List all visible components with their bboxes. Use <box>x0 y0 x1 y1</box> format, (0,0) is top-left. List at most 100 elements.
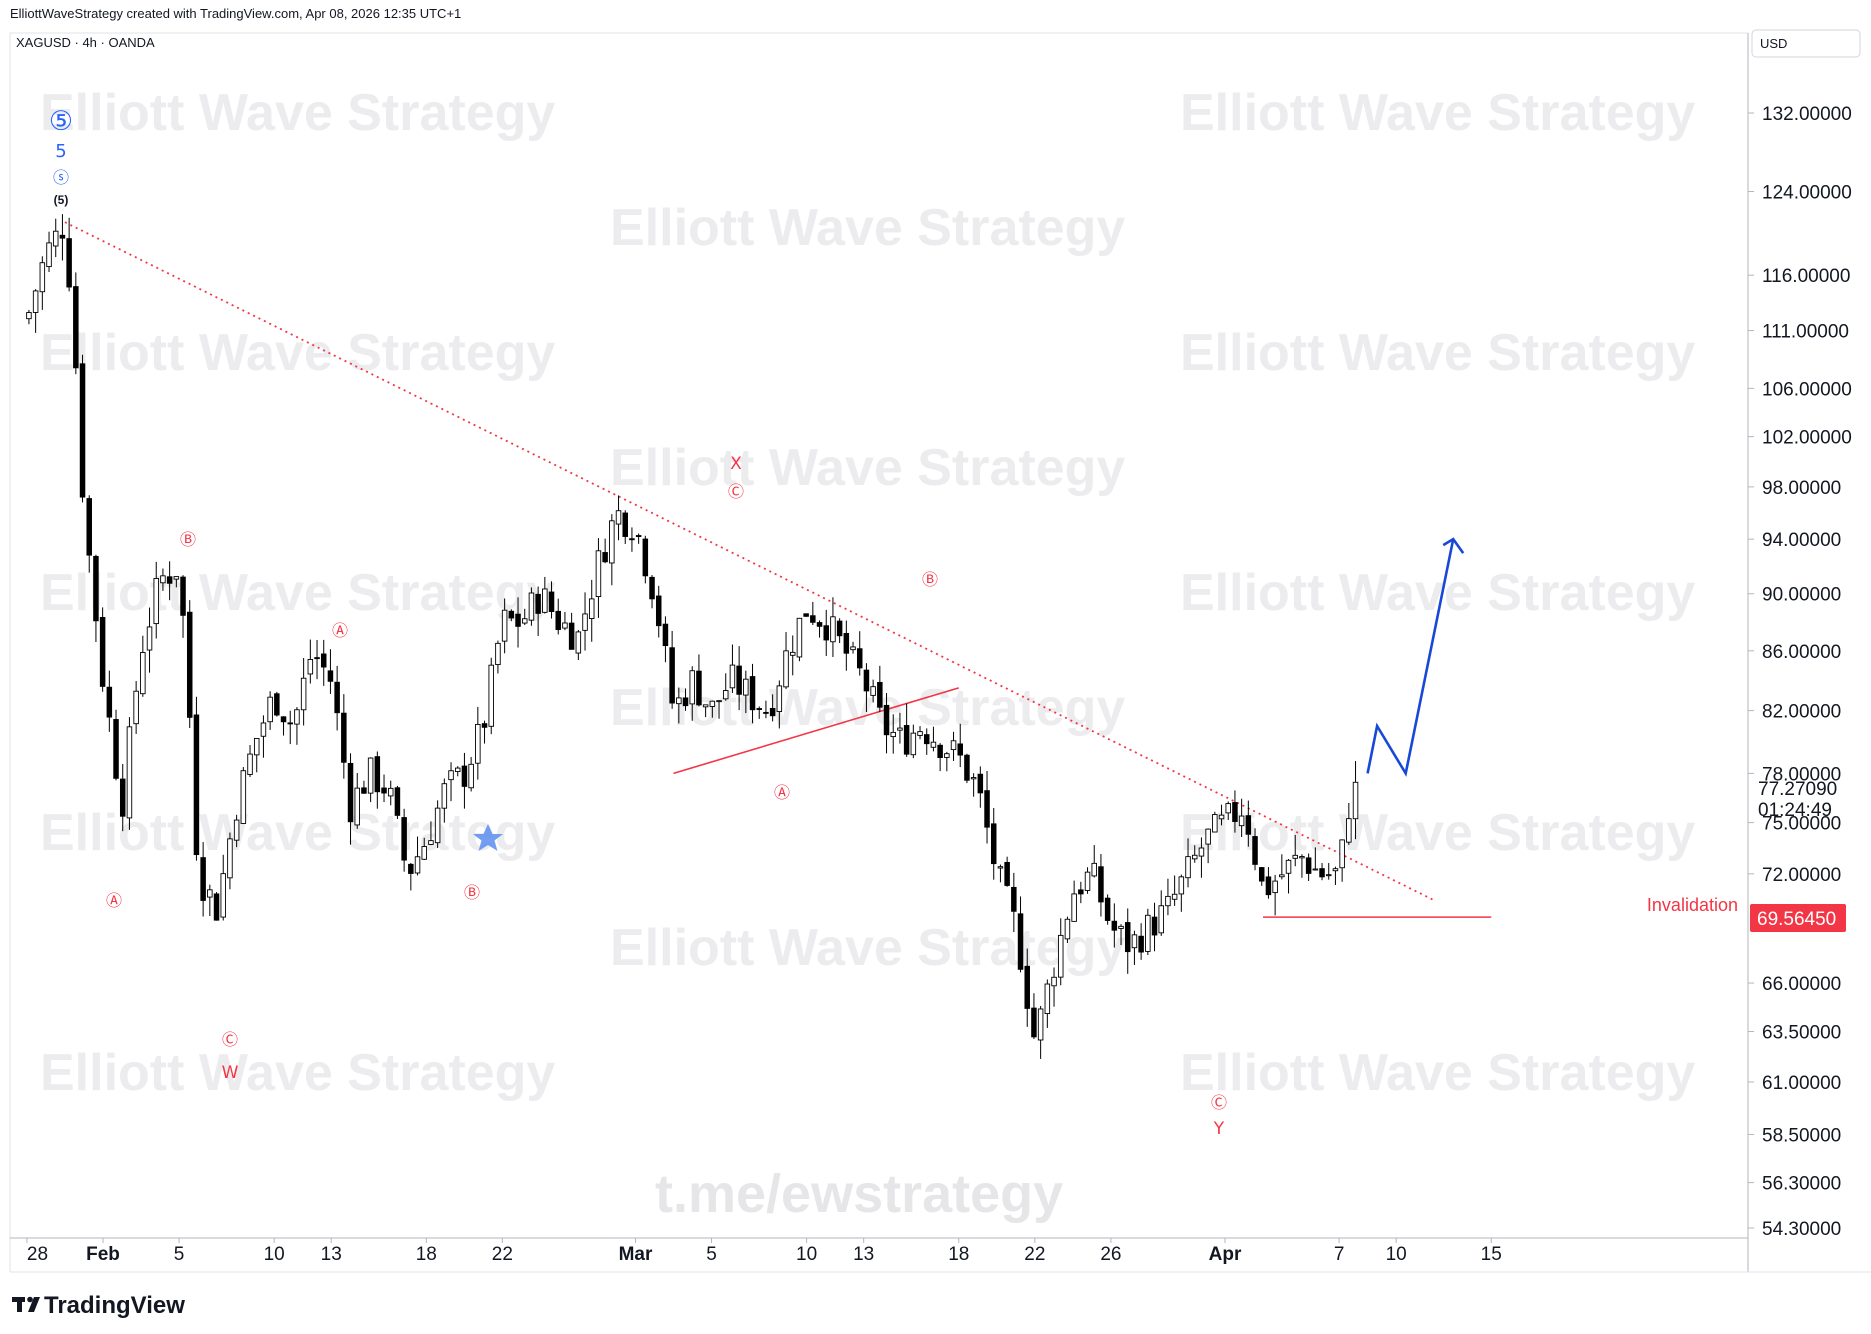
candle <box>716 700 722 719</box>
candle <box>1004 856 1010 887</box>
candle <box>1104 894 1111 925</box>
date-tick-label: 13 <box>853 1244 874 1265</box>
tradingview-logo[interactable]: TradingView <box>12 1292 185 1319</box>
watermark-layer: Elliott Wave Strategy Elliott Wave Strat… <box>40 84 1695 1224</box>
candle <box>769 694 776 722</box>
candle <box>823 609 829 656</box>
candle <box>227 832 233 890</box>
date-tick-label: 13 <box>321 1244 342 1265</box>
candle <box>582 592 588 651</box>
candle <box>736 646 742 711</box>
candle <box>1124 908 1131 974</box>
candle <box>588 579 595 642</box>
candle <box>783 632 789 690</box>
candle <box>883 693 890 754</box>
candle <box>749 663 756 724</box>
candle <box>99 607 106 692</box>
candle <box>1352 761 1359 840</box>
candle <box>990 808 997 880</box>
candle <box>408 862 414 891</box>
candle <box>1232 790 1238 833</box>
candle <box>1191 845 1198 863</box>
wave-label: Ⓐ <box>106 891 122 910</box>
candle <box>347 753 354 845</box>
current-price-badge: 77.27090 01:24:49 <box>1758 779 1837 821</box>
candle <box>113 709 119 781</box>
candle <box>193 696 200 861</box>
candle <box>836 618 843 644</box>
candle <box>743 670 749 714</box>
wave-label: ⑤ <box>49 106 73 137</box>
candle <box>602 538 608 564</box>
candle <box>394 785 401 820</box>
watermark-text: Elliott Wave Strategy <box>40 324 555 382</box>
candle <box>1011 872 1017 933</box>
candle <box>528 587 535 626</box>
watermark-text: Elliott Wave Strategy <box>610 199 1125 257</box>
date-tick-label: 18 <box>948 1244 969 1265</box>
date-axis[interactable]: 28 Feb 5 10 13 18 22 Mar 5 10 13 18 22 26 Apr 7 10 15 <box>26 1238 1502 1265</box>
watermark-text: Elliott Wave Strategy <box>40 1044 555 1102</box>
candle <box>1091 845 1097 878</box>
tradingview-logo-text: TradingView <box>44 1292 185 1319</box>
candle <box>1044 979 1051 1028</box>
candle <box>495 640 501 674</box>
symbol-line: XAGUSD · 4h · OANDA <box>16 35 155 50</box>
wave-label: Ⓑ <box>464 883 480 902</box>
candle <box>1151 902 1158 952</box>
price-tick-label: 72.00000 <box>1762 865 1841 886</box>
candle <box>1158 890 1164 936</box>
candle <box>86 495 92 573</box>
candle <box>575 629 582 661</box>
candle <box>555 598 561 635</box>
candle <box>481 720 488 744</box>
attribution-text: ElliottWaveStrategy created with Trading… <box>10 6 461 21</box>
watermark-text: Elliott Wave Strategy <box>40 564 555 622</box>
trendline-layer <box>64 221 1492 918</box>
candle <box>830 597 836 657</box>
candle <box>361 780 367 794</box>
candle <box>186 600 193 729</box>
candle <box>1272 874 1278 916</box>
candle <box>1084 867 1091 894</box>
candle <box>1299 854 1305 878</box>
candle <box>240 767 247 824</box>
candle <box>1024 948 1030 1027</box>
candle <box>119 764 126 832</box>
wave-label: Ⓑ <box>180 530 196 549</box>
axes-frame <box>9 32 1871 1273</box>
date-tick-label: 5 <box>174 1244 185 1265</box>
candle <box>964 753 970 784</box>
currency-label: USD <box>1760 36 1787 51</box>
price-axis[interactable]: 132.00000 124.00000 116.00000 111.00000 106.… <box>1748 104 1852 1240</box>
candle <box>173 576 180 588</box>
candle <box>153 561 159 639</box>
candle <box>73 272 79 375</box>
candle <box>609 514 615 586</box>
candle <box>294 707 300 745</box>
candle <box>160 568 166 591</box>
candle <box>997 864 1004 883</box>
date-tick-label: Mar <box>619 1244 653 1265</box>
candle <box>863 663 870 712</box>
date-tick-label: 10 <box>1386 1244 1407 1265</box>
watermark-text: Elliott Wave Strategy <box>40 84 555 142</box>
wave-label: 5 <box>55 141 66 162</box>
candle <box>1346 802 1352 845</box>
currency-button[interactable]: USD <box>1751 29 1861 58</box>
candle <box>1339 839 1345 882</box>
date-tick-label: 18 <box>416 1244 437 1265</box>
candle <box>1312 847 1319 871</box>
candle <box>1212 811 1218 833</box>
candle <box>140 635 146 697</box>
candle <box>381 774 387 803</box>
candle <box>287 710 293 745</box>
projection-path <box>1366 538 1455 777</box>
candle <box>910 724 917 759</box>
candle <box>562 611 568 631</box>
candle <box>327 649 334 694</box>
wave-label: Ⓒ <box>728 482 744 501</box>
trendline-dotted-resistance <box>64 221 1435 902</box>
candle <box>897 712 903 744</box>
